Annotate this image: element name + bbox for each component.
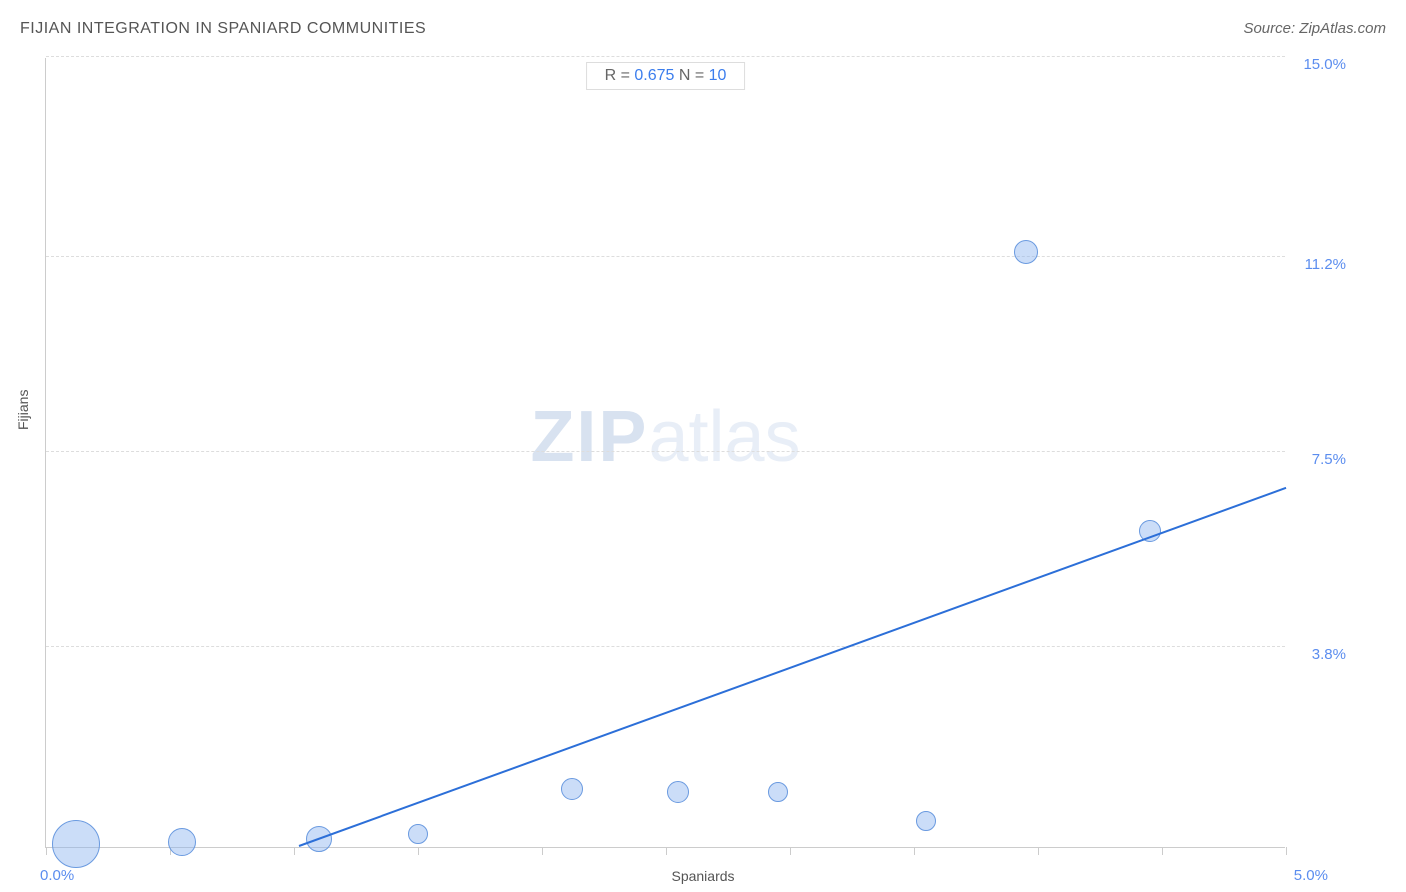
watermark-zip: ZIP (530, 397, 648, 477)
data-point[interactable] (768, 782, 788, 802)
n-label: N = (674, 67, 708, 84)
x-tick (46, 847, 47, 855)
gridline (46, 256, 1285, 257)
gridline (46, 646, 1285, 647)
x-tick (294, 847, 295, 855)
watermark-atlas: atlas (648, 397, 800, 477)
y-axis-label: Fijians (15, 390, 31, 430)
x-max-label: 5.0% (1294, 867, 1328, 884)
r-value: 0.675 (634, 67, 674, 84)
x-tick (666, 847, 667, 855)
data-point[interactable] (1014, 240, 1038, 264)
stats-box: R = 0.675 N = 10 (586, 62, 746, 90)
y-tick-label: 7.5% (1312, 451, 1346, 468)
chart-title: FIJIAN INTEGRATION IN SPANIARD COMMUNITI… (20, 20, 1386, 38)
data-point[interactable] (561, 778, 583, 800)
data-point[interactable] (408, 824, 428, 844)
x-tick (790, 847, 791, 855)
x-tick (914, 847, 915, 855)
gridline (46, 451, 1285, 452)
data-point[interactable] (667, 781, 689, 803)
data-point[interactable] (168, 828, 196, 856)
x-tick (1286, 847, 1287, 855)
x-min-label: 0.0% (40, 867, 74, 884)
gridline (46, 56, 1285, 57)
trend-line (299, 487, 1287, 847)
plot-area: ZIPatlas R = 0.675 N = 10 (45, 58, 1285, 848)
source-attribution: Source: ZipAtlas.com (1243, 20, 1386, 37)
x-tick (1038, 847, 1039, 855)
data-point[interactable] (52, 820, 100, 868)
n-value: 10 (709, 67, 727, 84)
x-tick (542, 847, 543, 855)
watermark: ZIPatlas (530, 396, 800, 478)
y-tick-label: 15.0% (1303, 56, 1346, 73)
header: FIJIAN INTEGRATION IN SPANIARD COMMUNITI… (20, 20, 1386, 50)
y-tick-label: 3.8% (1312, 646, 1346, 663)
x-tick (1162, 847, 1163, 855)
r-label: R = (605, 67, 635, 84)
x-axis-label: Spaniards (671, 868, 734, 884)
y-tick-label: 11.2% (1305, 256, 1346, 273)
data-point[interactable] (916, 811, 936, 831)
x-tick (418, 847, 419, 855)
